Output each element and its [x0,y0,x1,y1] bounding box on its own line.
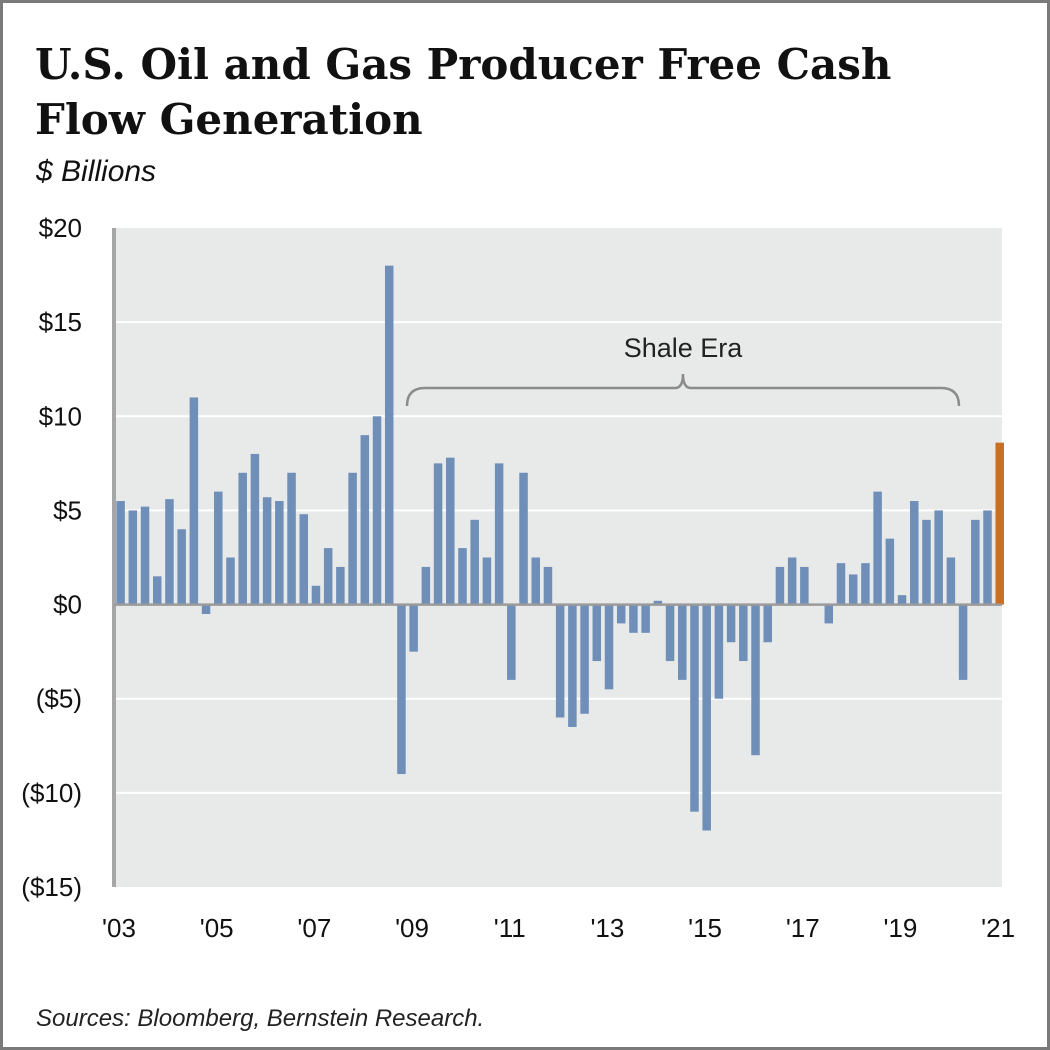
bar [519,472,528,605]
bar [836,563,846,605]
bar [861,563,870,605]
y-tick-label: ($15) [21,872,82,902]
bar [934,510,943,605]
shale-era-brace [405,373,961,407]
bar [116,501,125,605]
bar [214,491,223,605]
bar [336,566,345,605]
bar [458,548,467,605]
source-note: Sources: Bloomberg, Bernstein Research. [36,1005,485,1032]
x-tick-label: '21 [981,913,1015,943]
bar [665,604,675,662]
bar [482,557,492,605]
bar [714,604,724,699]
bar [165,499,174,605]
bar [177,529,186,605]
bar [897,595,907,605]
bar [616,604,626,624]
bar [824,604,834,624]
y-tick-label: $20 [39,213,82,243]
y-tick-label: $0 [53,590,82,620]
bar [922,519,931,605]
shale-era-label: Shale Era [624,333,744,363]
plot-area [114,228,1002,887]
bar [152,576,162,605]
bar [946,557,956,605]
bar [299,514,309,605]
bar [568,604,577,727]
y-tick-label: $15 [39,307,82,337]
x-tick-label: '07 [297,913,331,943]
x-tick-label: '17 [786,913,820,943]
x-tick-label: '13 [590,913,624,943]
bar [348,472,357,605]
bar [360,435,370,605]
bar [250,453,260,605]
bar [983,510,992,605]
bar [641,604,650,633]
bar [726,604,736,643]
bar-highlight [995,442,1004,605]
chart-subtitle: $ Billions [36,155,157,188]
bar [201,604,211,614]
bar [128,510,138,605]
bar [531,557,540,605]
y-tick-label: $5 [53,495,82,525]
bar [629,604,638,633]
bar [494,463,504,605]
bar [751,604,760,756]
bar [971,519,980,605]
bar [384,265,394,605]
bar [800,566,809,605]
bar [189,397,199,605]
x-tick-label: '11 [494,913,526,943]
bar [958,604,968,680]
x-tick-label: '15 [688,913,722,943]
bar [238,472,247,605]
bar [775,566,785,605]
y-tick-label: $10 [39,401,82,431]
y-tick-label: ($10) [21,778,82,808]
bar [739,604,748,662]
x-tick-label: '05 [200,913,234,943]
bar [690,604,699,812]
bar [763,604,772,643]
bar [470,519,479,605]
bar [311,585,321,605]
y-tick-label: ($5) [36,684,82,714]
bar [262,497,272,605]
bar [372,416,382,605]
bar [848,574,858,605]
bar [409,604,418,652]
bar [678,604,687,680]
bar [226,557,235,605]
bar [580,604,589,714]
x-tick-label: '03 [102,913,136,943]
bar [275,501,284,605]
bar [555,604,565,718]
bar [653,600,663,605]
x-tick-label: '09 [395,913,429,943]
bar [421,566,431,605]
bar [397,604,406,775]
bar [323,548,333,605]
bar [507,604,516,680]
bar [592,604,602,662]
bar [873,491,882,605]
bar [433,463,443,605]
bar [787,557,797,605]
bar [287,472,296,605]
x-tick-label: '19 [883,913,917,943]
bar [885,538,895,605]
bar [702,604,711,831]
bar [140,506,150,605]
bar [604,604,614,690]
chart-title: U.S. Oil and Gas Producer Free Cash Flow… [35,40,892,144]
bar [446,457,455,605]
bar [910,501,919,605]
bar [543,566,553,605]
